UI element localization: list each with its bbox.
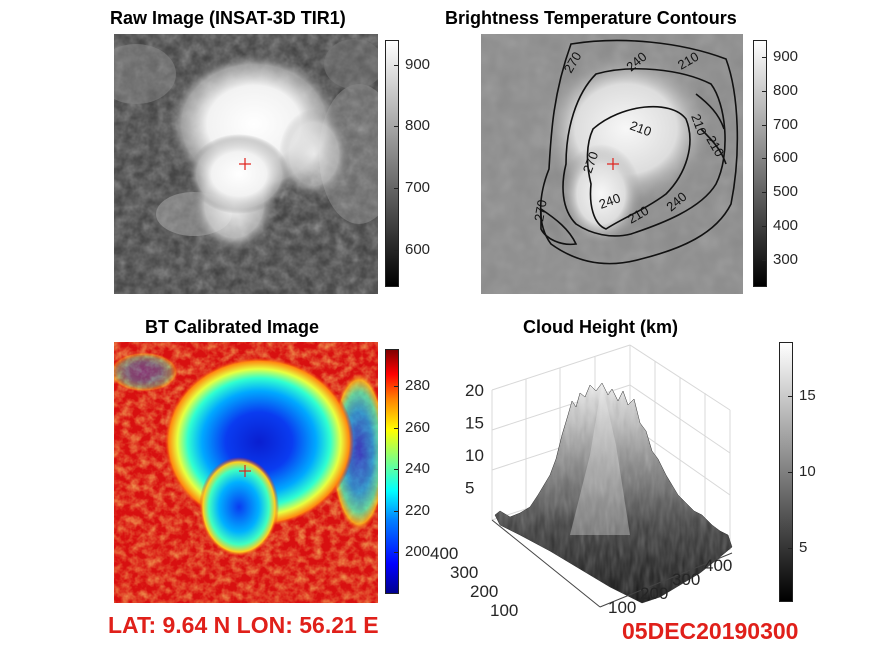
colorbar-tick-label: 800 [773, 82, 798, 99]
bt-calibrated-plot [114, 342, 378, 603]
colorbar-tick-mark [394, 65, 399, 66]
colorbar-tick-mark [788, 396, 793, 397]
colorbar-tick-mark [762, 260, 767, 261]
colorbar-tick-mark [394, 511, 399, 512]
colorbar-tick-mark [762, 158, 767, 159]
contours-title: Brightness Temperature Contours [445, 8, 737, 29]
location-label: LAT: 9.64 N LON: 56.21 E [108, 612, 379, 639]
colorbar-tick-label: 900 [773, 48, 798, 65]
raw-image-title: Raw Image (INSAT-3D TIR1) [110, 8, 346, 29]
datetime-label: 05DEC20190300 [622, 618, 798, 645]
colorbar-tick-label: 500 [773, 183, 798, 200]
x-tick-label: 300 [672, 570, 700, 589]
colorbar-tick-label: 600 [773, 149, 798, 166]
contours-colorbar [753, 40, 767, 287]
raw-image-plot [114, 34, 378, 294]
colorbar-tick-mark [762, 125, 767, 126]
x-tick-label: 100 [608, 598, 636, 617]
colorbar-tick-label: 5 [799, 539, 807, 556]
colorbar-tick-mark [394, 469, 399, 470]
z-tick-label: 20 [465, 381, 484, 400]
colorbar-tick-mark [394, 552, 399, 553]
colorbar-tick-label: 600 [405, 241, 430, 258]
colorbar-tick-mark [394, 250, 399, 251]
colorbar-tick-mark [762, 226, 767, 227]
colorbar-tick-mark [394, 188, 399, 189]
y-tick-label: 400 [430, 544, 458, 563]
colorbar-tick-label: 700 [773, 116, 798, 133]
colorbar-tick-mark [394, 386, 399, 387]
z-tick-label: 15 [465, 414, 484, 433]
x-tick-label: 200 [640, 584, 668, 603]
colorbar-tick-mark [762, 57, 767, 58]
x-tick-label: 400 [704, 556, 732, 575]
z-tick-label: 5 [465, 479, 474, 498]
colorbar-tick-label: 300 [773, 251, 798, 268]
y-tick-label: 300 [450, 563, 478, 582]
bt-calibrated-title: BT Calibrated Image [145, 317, 319, 338]
colorbar-tick-mark [394, 428, 399, 429]
colorbar-tick-label: 400 [773, 217, 798, 234]
colorbar-tick-label: 10 [799, 463, 816, 480]
y-tick-label: 200 [470, 582, 498, 601]
colorbar-tick-mark [788, 472, 793, 473]
z-tick-label: 10 [465, 446, 484, 465]
colorbar-tick-label: 700 [405, 179, 430, 196]
colorbar-tick-label: 15 [799, 387, 816, 404]
colorbar-tick-label: 900 [405, 56, 430, 73]
colorbar-tick-label: 800 [405, 117, 430, 134]
colorbar-tick-mark [788, 548, 793, 549]
colorbar-tick-mark [394, 126, 399, 127]
colorbar-tick-mark [762, 91, 767, 92]
y-tick-label: 100 [490, 601, 518, 620]
colorbar-tick-mark [762, 192, 767, 193]
